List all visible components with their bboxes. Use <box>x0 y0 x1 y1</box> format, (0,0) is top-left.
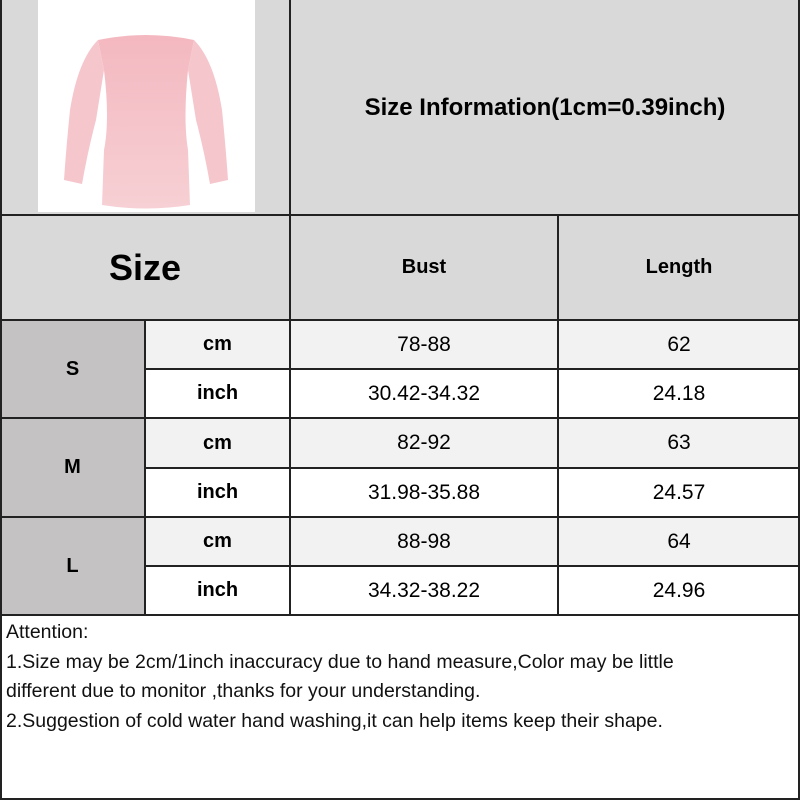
unit-cm: cm <box>145 517 290 566</box>
unit-cm: cm <box>145 418 290 468</box>
attention-line: 1.Size may be 2cm/1inch inaccuracy due t… <box>6 650 674 673</box>
divider <box>145 368 800 370</box>
divider <box>0 417 800 419</box>
length-value: 62 <box>558 320 800 369</box>
divider <box>557 215 559 615</box>
length-value: 64 <box>558 517 800 566</box>
length-value: 63 <box>558 418 800 468</box>
unit-cm: cm <box>145 320 290 369</box>
divider <box>798 0 800 800</box>
length-value: 24.96 <box>652 578 706 602</box>
attention-notes: Attention: 1.Size may be 2cm/1inch inacc… <box>6 618 674 736</box>
divider <box>0 0 2 800</box>
attention-line: different due to monitor ,thanks for you… <box>6 680 481 702</box>
bust-value: 82-92 <box>290 418 558 468</box>
bust-header: Bust <box>290 215 558 320</box>
size-label-m: M <box>0 418 145 517</box>
divider <box>0 319 800 321</box>
bust-value: 30.42-34.32 <box>367 381 481 405</box>
bust-value: 34.32-38.22 <box>367 578 481 602</box>
attention-line: 2.Suggestion of cold water hand washing,… <box>6 709 663 732</box>
attention-heading: Attention: <box>6 621 89 643</box>
divider <box>0 516 800 518</box>
unit-inch: inch <box>196 382 239 404</box>
bust-value: 78-88 <box>290 320 558 369</box>
length-value: 24.18 <box>652 381 706 405</box>
size-label-s: S <box>0 320 145 418</box>
bust-value: 88-98 <box>290 517 558 566</box>
unit-inch: inch <box>196 481 239 503</box>
unit-inch: inch <box>196 579 239 601</box>
product-image-cell <box>0 0 290 215</box>
divider <box>145 467 800 469</box>
length-value: 24.57 <box>652 480 706 504</box>
size-label-l: L <box>0 517 145 615</box>
divider <box>145 565 800 567</box>
page-title: Size Information(1cm=0.39inch) <box>290 0 800 215</box>
dress-image-icon <box>64 35 228 209</box>
divider <box>289 0 291 215</box>
product-image <box>38 0 255 212</box>
divider <box>0 798 800 800</box>
divider <box>0 614 800 616</box>
divider <box>144 320 146 615</box>
divider <box>289 215 291 615</box>
size-header: Size <box>0 215 290 320</box>
bust-value: 31.98-35.88 <box>367 480 481 504</box>
divider <box>0 214 800 216</box>
length-header: Length <box>558 215 800 320</box>
